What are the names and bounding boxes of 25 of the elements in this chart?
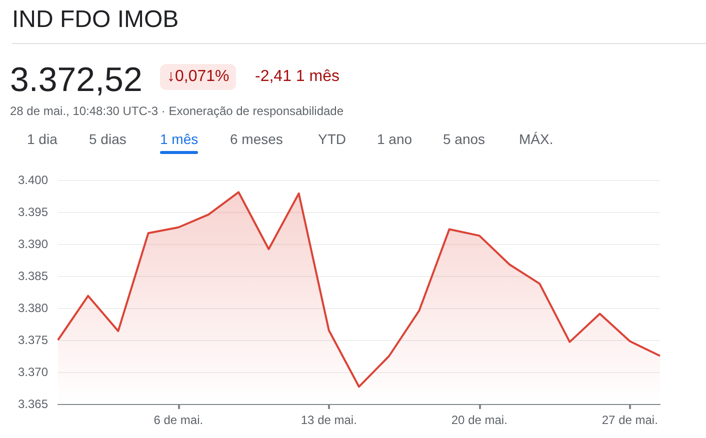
text: YTD <box>318 131 346 147</box>
x-tick-label: 13 de mai. <box>300 413 357 427</box>
y-tick-label: 3.395 <box>18 205 48 219</box>
y-tick-label: 3.380 <box>18 301 48 315</box>
text: 1 ano <box>377 131 412 147</box>
x-tick-label: 27 de mai. <box>602 413 658 427</box>
y-tick-label: 3.390 <box>18 237 48 251</box>
text: 1 mês <box>160 131 198 147</box>
y-tick-label: 3.365 <box>18 397 48 411</box>
y-tick-label: 3.370 <box>18 365 48 379</box>
text: ↓0,071% <box>160 64 236 90</box>
x-tick-label: 20 de mai. <box>451 413 508 427</box>
text: 5 anos <box>443 131 486 147</box>
text: 28 de mai., 10:48:30 UTC-3 · Exoneração de responsabilidade <box>10 104 344 118</box>
text: 1 dia <box>27 131 58 147</box>
y-tick-label: 3.385 <box>18 269 48 283</box>
text: MÁX. <box>519 131 554 147</box>
text: 5 dias <box>89 131 126 147</box>
y-tick-label: 3.400 <box>18 173 48 187</box>
text: 3.372,52 <box>10 61 142 100</box>
chart-title: IND FDO IMOB <box>12 6 179 34</box>
text: 6 meses <box>230 131 283 147</box>
text: -2,41 1 mês <box>255 68 340 86</box>
y-tick-label: 3.375 <box>18 333 48 347</box>
x-tick-label: 6 de mai. <box>154 413 204 427</box>
